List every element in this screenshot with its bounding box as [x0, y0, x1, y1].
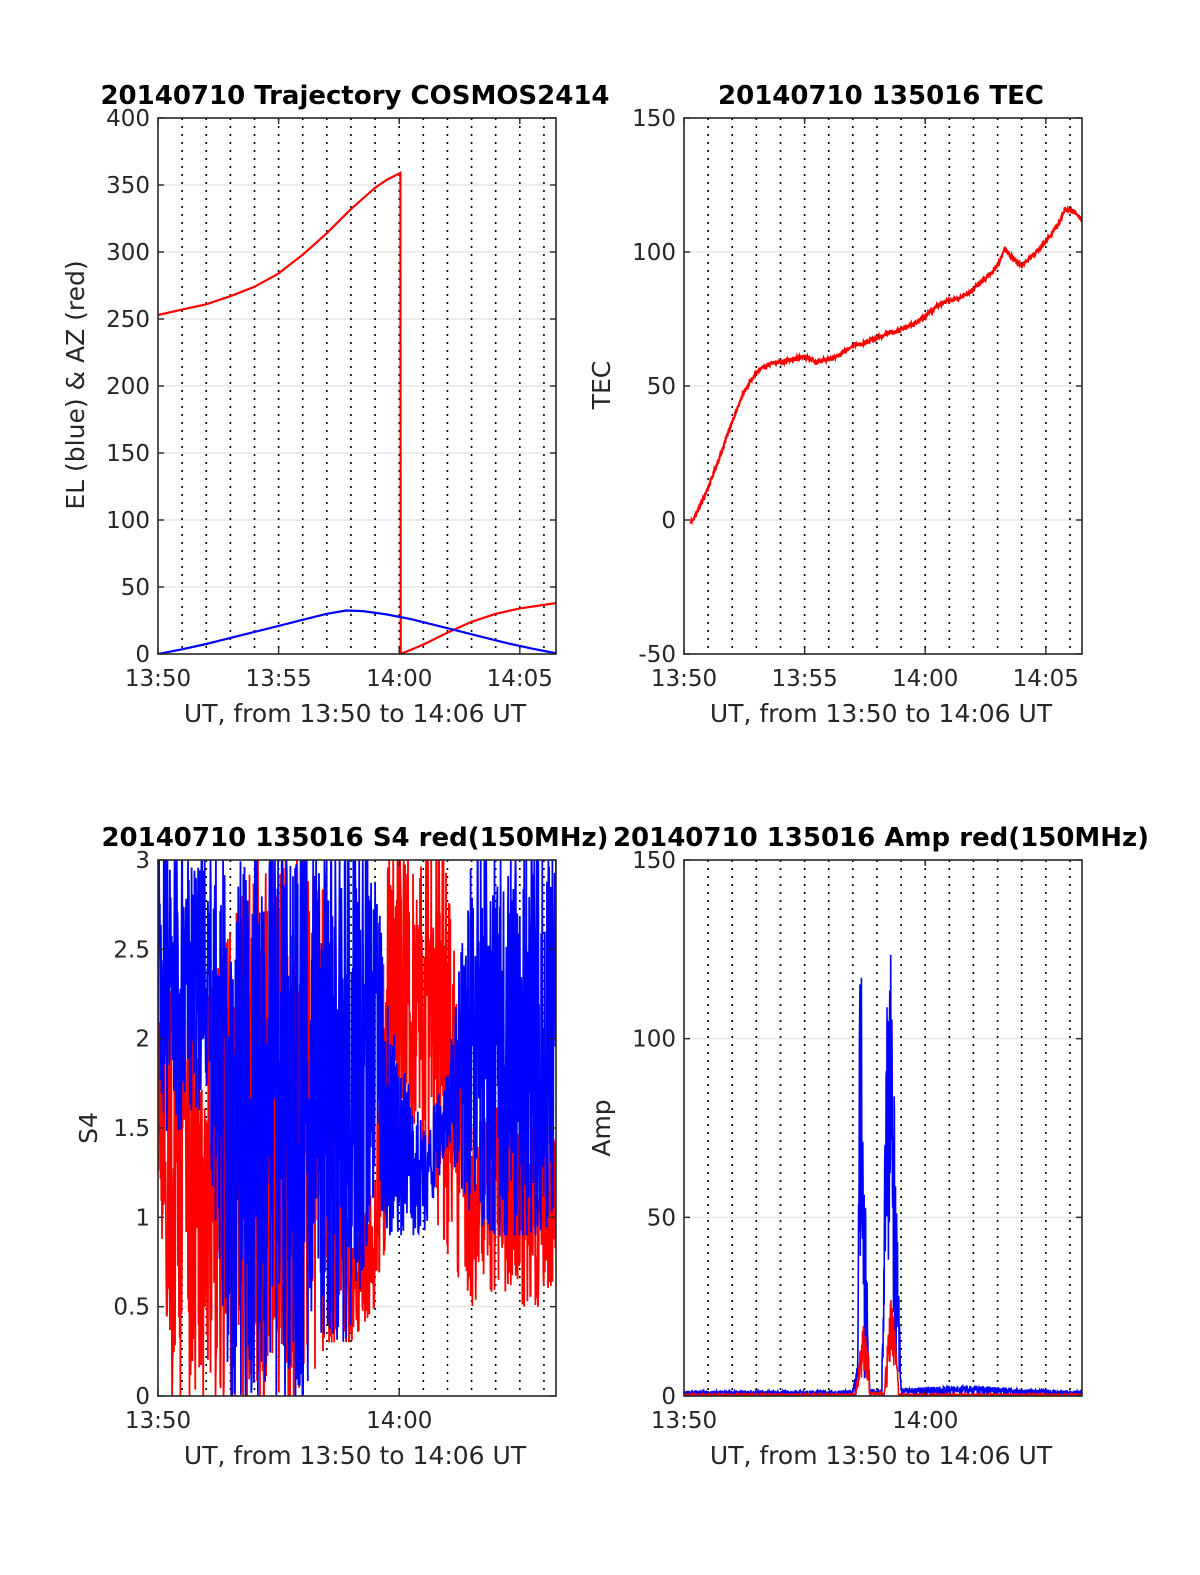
plot-area-tec: -50 0 50 100 150 13:50 13:55 14:00 14:05: [632, 106, 1083, 692]
panel-tec: 20140710 135016 TEC -50 0 50 100 150 13:50 13:…: [587, 81, 1083, 728]
y-tick-label: 0: [661, 508, 676, 534]
x-axis-label-tec: UT, from 13:50 to 14:06 UT: [710, 699, 1053, 728]
y-tick-label: 3: [135, 848, 150, 874]
x-tick-label: 13:50: [125, 666, 191, 692]
y-axis-label-s4: S4: [74, 1112, 103, 1144]
x-axis-label-s4: UT, from 13:50 to 14:06 UT: [184, 1441, 527, 1470]
y-axis-label-tec: TEC: [587, 361, 616, 411]
y-tick-label: 300: [106, 240, 150, 266]
y-tick-label: -50: [638, 642, 676, 668]
x-tick-label: 14:05: [1013, 666, 1079, 692]
series-line-s4_blue: [158, 860, 556, 1396]
x-tick-label: 14:00: [892, 1408, 958, 1434]
y-tick-label: 100: [632, 1027, 676, 1053]
panel-amp: 20140710 135016 Amp red(150MHz) 0 50 100 15…: [587, 823, 1149, 1470]
y-tick-label: 100: [106, 508, 150, 534]
y-tick-label: 0: [135, 642, 150, 668]
chart-title-trajectory: 20140710 Trajectory COSMOS2414: [100, 81, 609, 111]
y-tick-label: 50: [647, 374, 676, 400]
plot-area-amp: 0 50 100 150 13:50 14:00: [632, 848, 1083, 1434]
y-tick-label: 1.5: [113, 1116, 150, 1142]
y-tick-label: 0: [135, 1384, 150, 1410]
y-tick-label: 100: [632, 240, 676, 266]
x-tick-label: 14:05: [487, 666, 553, 692]
series-line-elevation: [158, 609, 556, 654]
y-tick-label: 0: [661, 1384, 676, 1410]
x-tick-label: 13:50: [125, 1408, 191, 1434]
plot-area-s4: 0 0.5 1 1.5 2 2.5 3 13:50 14:00: [113, 848, 557, 1434]
panel-trajectory: 20140710 Trajectory COSMOS2414 0 50 100 150…: [61, 81, 610, 728]
y-tick-label: 350: [106, 173, 150, 199]
data-layer: [689, 205, 1082, 526]
chart-title-tec: 20140710 135016 TEC: [718, 81, 1044, 111]
panel-s4: 20140710 135016 S4 red(150MHz) 0 0.5 1 1.5 2…: [74, 823, 609, 1470]
y-tick-label: 400: [106, 106, 150, 132]
x-tick-label: 14:00: [892, 666, 958, 692]
x-tick-label: 13:55: [771, 666, 837, 692]
y-tick-label: 1: [135, 1205, 150, 1231]
series-line-tec: [689, 205, 1082, 526]
x-axis-label-amp: UT, from 13:50 to 14:06 UT: [710, 1441, 1053, 1470]
x-tick-label: 13:50: [651, 666, 717, 692]
x-tick-label: 13:55: [245, 666, 311, 692]
y-axis-label-amp: Amp: [587, 1099, 616, 1156]
chart-title-s4: 20140710 135016 S4 red(150MHz): [101, 823, 608, 853]
y-tick-label: 2.5: [113, 937, 150, 963]
y-tick-label: 150: [632, 848, 676, 874]
y-tick-label: 150: [632, 106, 676, 132]
y-axis-label-trajectory: EL (blue) & AZ (red): [61, 260, 90, 509]
x-tick-label: 13:50: [651, 1408, 717, 1434]
y-tick-label: 200: [106, 374, 150, 400]
y-tick-label: 150: [106, 441, 150, 467]
axes-box: [683, 859, 1083, 1397]
data-layer: [158, 171, 556, 654]
y-tick-label: 50: [121, 575, 150, 601]
y-tick-label: 2: [135, 1027, 150, 1053]
y-tick-label: 0.5: [113, 1295, 150, 1321]
data-layer: [684, 954, 1082, 1396]
y-tick-label: 50: [647, 1205, 676, 1231]
data-layer: [158, 860, 556, 1396]
x-tick-label: 14:00: [366, 666, 432, 692]
series-line-azimuth: [158, 171, 556, 654]
x-axis-label-trajectory: UT, from 13:50 to 14:06 UT: [184, 699, 527, 728]
x-tick-label: 14:00: [366, 1408, 432, 1434]
y-tick-label: 250: [106, 307, 150, 333]
chart-title-amp: 20140710 135016 Amp red(150MHz): [613, 823, 1149, 853]
series-line-amp_red: [684, 1299, 1082, 1396]
plot-area-trajectory: 0 50 100 150 200 250 300 350 400 13:50 13:55 14:00 1…: [106, 106, 557, 692]
